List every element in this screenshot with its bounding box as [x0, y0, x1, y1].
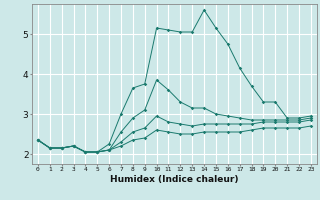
X-axis label: Humidex (Indice chaleur): Humidex (Indice chaleur): [110, 175, 239, 184]
